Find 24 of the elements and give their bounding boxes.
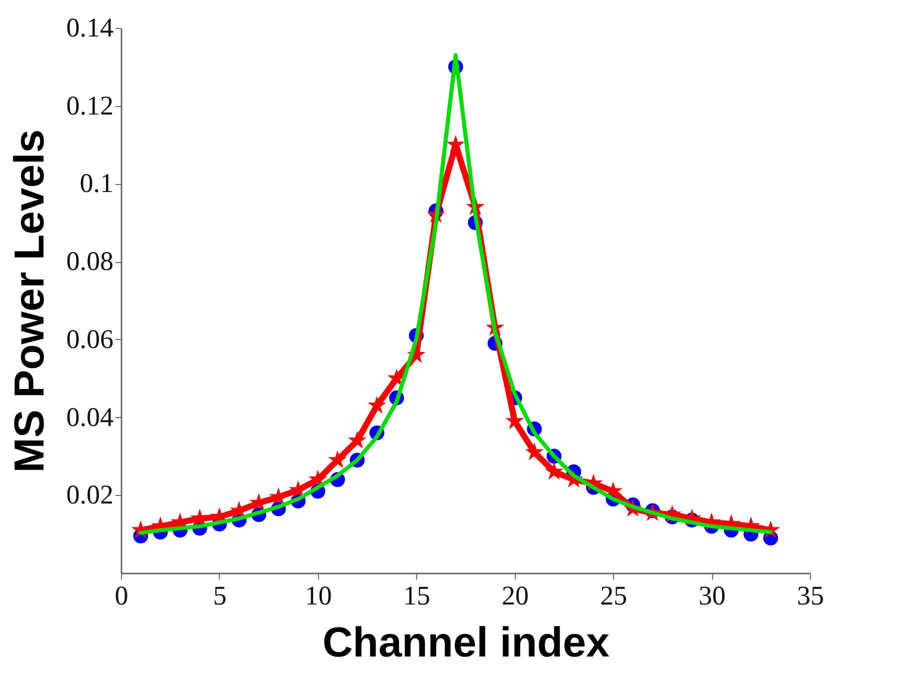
point — [348, 430, 366, 449]
y-tick-label: 0.08 — [66, 246, 114, 276]
x-tick-label: 10 — [304, 580, 332, 610]
y-tick-label: 0.14 — [66, 12, 114, 42]
point — [544, 462, 564, 480]
point — [308, 470, 328, 488]
point — [446, 135, 465, 153]
y-tick-label: 0.06 — [66, 324, 114, 354]
x-tick-label: 15 — [403, 580, 430, 610]
x-tick-label: 25 — [600, 580, 628, 610]
y-tick-label: 0.04 — [66, 402, 114, 432]
point — [328, 450, 347, 468]
y-tick-label: 0.02 — [66, 480, 114, 510]
x-tick-label: 30 — [698, 580, 726, 610]
x-tick-label: 5 — [213, 580, 227, 610]
y-tick-label: 0.12 — [66, 90, 114, 120]
x-axis-title: Channel index — [322, 618, 610, 666]
x-tick-label: 20 — [502, 580, 529, 610]
point — [368, 396, 386, 414]
x-tick-label: 35 — [797, 580, 824, 610]
x-tick-label: 0 — [114, 580, 128, 610]
point — [525, 442, 544, 460]
y-tick-label: 0.1 — [80, 168, 114, 198]
y-axis-title: MS Power Levels — [5, 129, 52, 473]
